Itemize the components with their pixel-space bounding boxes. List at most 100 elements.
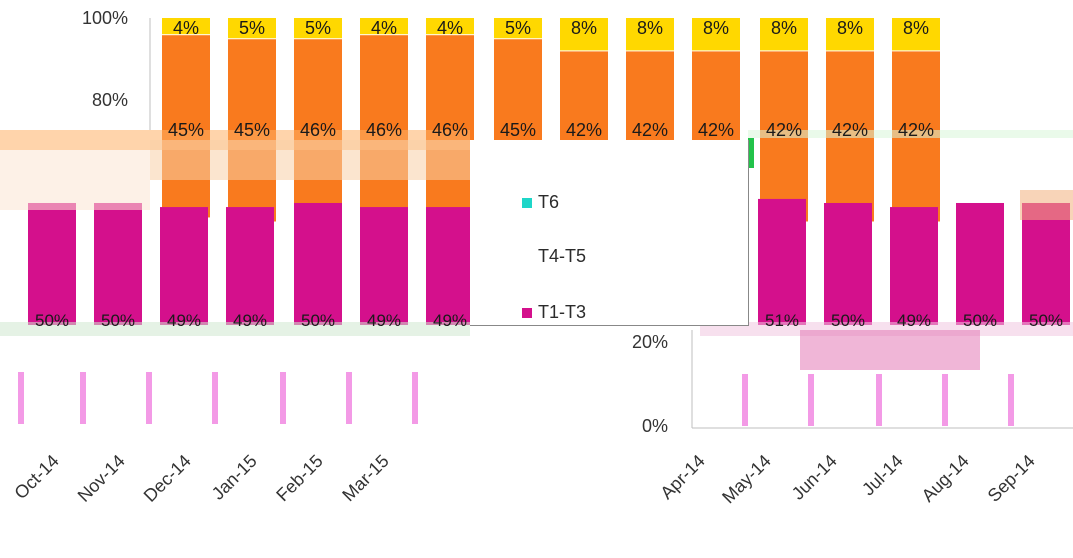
ghost-bar-left-0 <box>18 372 24 424</box>
ghost-bar-right-1 <box>808 374 814 426</box>
ghost-bar-right-0 <box>742 374 748 426</box>
render-noise-1 <box>0 150 150 210</box>
data-label-t1-t3-may-14: 51% <box>765 311 799 330</box>
x-tick-label-oct-14: Oct-14 <box>10 451 62 503</box>
bar-t6-nov-14 <box>228 18 276 39</box>
data-label-t1-t3-nov-14: 50% <box>101 311 135 330</box>
data-label-t4-t5-sep-14: 42% <box>898 120 934 140</box>
data-label-t1-t3-jun-14: 50% <box>831 311 865 330</box>
bar-t1-t3-jun-14 <box>824 202 872 325</box>
data-label-t1-t3-jan-15: 49% <box>233 311 267 330</box>
render-noise-6 <box>748 130 1073 138</box>
data-label-t1-t3-apr-14: 49% <box>433 311 467 330</box>
render-noise-5 <box>800 330 980 370</box>
data-label-t4-t5-mar-15: 45% <box>500 120 536 140</box>
data-label-t6-jan-15: 4% <box>371 18 397 38</box>
x-tick-label-apr-14: Apr-14 <box>656 451 708 503</box>
bar-t4-t5-jan-15 <box>360 35 408 222</box>
data-label-t1-t3-aug-14: 50% <box>963 311 997 330</box>
data-label-t6-apr-14: 8% <box>571 18 597 38</box>
legend-item-t4-t5: T4-T5 <box>522 246 586 267</box>
data-label-t4-t5-jun-14: 42% <box>698 120 734 140</box>
y-tick-label-100-: 100% <box>82 8 128 28</box>
bar-t6-sep-14 <box>892 18 940 51</box>
bar-t1-t3-may-14 <box>758 198 806 325</box>
data-label-t6-dec-14: 5% <box>305 18 331 38</box>
bar-t6-jun-14 <box>692 18 740 51</box>
x-tick-label-jun-14: Jun-14 <box>788 451 841 504</box>
data-label-t6-jun-14: 8% <box>703 18 729 38</box>
ghost-bar-right-2 <box>876 374 882 426</box>
bar-t6-apr-14 <box>560 18 608 51</box>
render-noise-7 <box>1020 190 1073 220</box>
y-tick-label-20-: 20% <box>632 332 668 352</box>
ghost-bar-right-4 <box>1008 374 1014 426</box>
legend-item-t1-t3: T1-T3 <box>522 302 586 323</box>
bar-t1-t3-jan-15 <box>226 207 274 325</box>
ghost-bar-left-3 <box>212 372 218 424</box>
bar-t6-jul-14 <box>760 18 808 51</box>
data-label-t4-t5-may-14: 42% <box>632 120 668 140</box>
bar-t4-t5-oct-14 <box>162 35 210 218</box>
data-label-t1-t3-jul-14: 49% <box>897 311 931 330</box>
bar-t6-may-14 <box>626 18 674 51</box>
x-tick-label-may-14: May-14 <box>718 451 775 508</box>
ghost-bar-left-4 <box>280 372 286 424</box>
data-label-t4-t5-oct-14: 45% <box>168 120 204 140</box>
bar-t1-t3-feb-15 <box>294 202 342 325</box>
x-tick-label-dec-14: Dec-14 <box>140 451 195 506</box>
x-tick-label-aug-14: Aug-14 <box>918 451 973 506</box>
bar-t6-feb-15 <box>426 18 474 35</box>
render-noise-3 <box>0 322 470 336</box>
data-labels-layer: 4% 45% 5% 45% 5% 46% 4% 46% 4% 46% 5% 45% 8% 42% 8% 42%… <box>35 18 1063 330</box>
legend-swatch-t6 <box>522 197 532 208</box>
bar-t6-oct-14 <box>162 18 210 35</box>
data-label-t6-oct-14: 4% <box>173 18 199 38</box>
legend-label-t4-t5: T4-T5 <box>538 246 587 266</box>
legend-item-t6: T6 <box>522 192 559 213</box>
data-label-t6-jul-14: 8% <box>771 18 797 38</box>
data-label-t1-t3-sep-14: 50% <box>1029 311 1063 330</box>
data-label-t6-nov-14: 5% <box>239 18 265 38</box>
legend-label-t1-t3: T1-T3 <box>538 302 587 322</box>
bar-t1-t3-aug-14 <box>956 202 1004 325</box>
data-label-t4-t5-feb-15: 46% <box>432 120 468 140</box>
data-label-t4-t5-jul-14: 42% <box>766 120 802 140</box>
data-label-t6-aug-14: 8% <box>837 18 863 38</box>
data-label-t1-t3-dec-14: 49% <box>167 311 201 330</box>
data-label-t6-mar-15: 5% <box>505 18 531 38</box>
bar-t6-aug-14 <box>826 18 874 51</box>
data-label-t6-may-14: 8% <box>637 18 663 38</box>
chart-legend: T6 T4-T5 T1-T3 <box>470 140 749 326</box>
bar-t4-t5-feb-15 <box>426 35 474 222</box>
data-label-t1-t3-mar-15: 49% <box>367 311 401 330</box>
ghost-bar-left-1 <box>80 372 86 424</box>
ghost-bar-left-2 <box>146 372 152 424</box>
bar-t1-t3-apr-14 <box>426 207 474 325</box>
x-tick-label-jan-15: Jan-15 <box>208 451 261 504</box>
ghost-bar-left-6 <box>412 372 418 424</box>
bar-t1-t3-sep-14 <box>1022 202 1070 325</box>
bar-t1-t3-mar-15 <box>360 207 408 325</box>
data-label-t6-sep-14: 8% <box>903 18 929 38</box>
bar-t6-dec-14 <box>294 18 342 39</box>
bar-t1-t3-nov-14 <box>94 202 142 325</box>
x-tick-label-feb-15: Feb-15 <box>272 451 326 505</box>
bar-t6-jan-15 <box>360 18 408 35</box>
x-tick-label-sep-14: Sep-14 <box>984 451 1039 506</box>
y-tick-label-80-: 80% <box>92 90 128 110</box>
legend-label-t6: T6 <box>538 192 560 212</box>
data-label-t6-feb-15: 4% <box>437 18 463 38</box>
ghost-bar-right-3 <box>942 374 948 426</box>
x-tick-label-nov-14: Nov-14 <box>74 451 129 506</box>
data-label-t1-t3-feb-15: 50% <box>301 311 335 330</box>
data-label-t4-t5-jan-15: 46% <box>366 120 402 140</box>
data-label-t1-t3-oct-14: 50% <box>35 311 69 330</box>
y-tick-label-0-: 0% <box>642 416 668 436</box>
data-label-t4-t5-nov-14: 45% <box>234 120 270 140</box>
render-noise-2 <box>150 140 470 180</box>
legend-swatch-t4-t5 <box>522 252 532 262</box>
x-tick-label-mar-15: Mar-15 <box>338 451 392 505</box>
render-noise-green <box>748 138 754 168</box>
bar-t1-t3-jul-14 <box>890 207 938 325</box>
